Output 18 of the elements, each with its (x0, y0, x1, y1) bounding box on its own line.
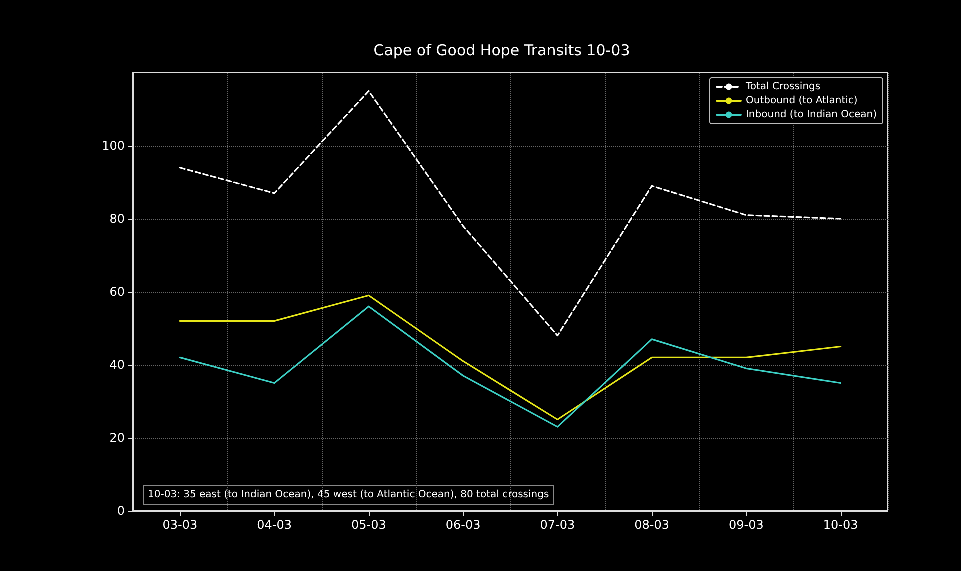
chart-title: Cape of Good Hope Transits 10-03 (374, 42, 630, 60)
y-tick-label: 20 (110, 431, 125, 445)
x-tick-label: 05-03 (352, 518, 386, 532)
y-tick-label: 80 (110, 212, 125, 226)
x-tick-label: 07-03 (540, 518, 576, 532)
x-tick-label: 09-03 (729, 518, 764, 532)
y-tick-label: 100 (102, 139, 125, 153)
y-tick-label: 60 (110, 285, 125, 299)
x-tick-label: 04-03 (257, 518, 292, 532)
x-tick-label: 08-03 (634, 518, 670, 532)
legend-label: Outbound (to Atlantic) (746, 96, 858, 106)
y-tick-label: 40 (110, 358, 125, 372)
x-tick-label: 03-03 (162, 518, 198, 532)
x-tick-label: 06-03 (446, 518, 481, 532)
legend-label: Inbound (to Indian Ocean) (746, 110, 878, 120)
legend-label: Total Crossings (744, 82, 821, 92)
x-tick-label: 10-03 (823, 518, 858, 532)
y-tick-label: 0 (117, 504, 125, 518)
